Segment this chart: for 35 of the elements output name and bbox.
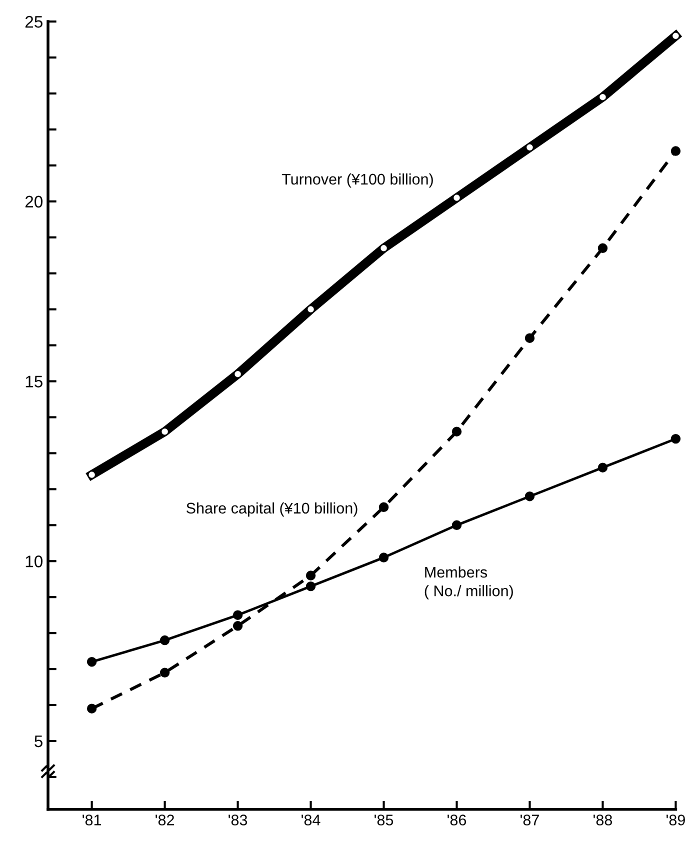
point bbox=[160, 635, 170, 646]
point bbox=[452, 520, 462, 530]
point bbox=[598, 462, 608, 472]
x-tick-label: '84 bbox=[302, 814, 320, 826]
x-tick-label: '86 bbox=[448, 814, 466, 826]
point bbox=[232, 610, 243, 620]
point bbox=[86, 656, 97, 667]
point bbox=[378, 552, 389, 562]
point bbox=[86, 704, 97, 714]
point bbox=[306, 570, 316, 580]
point bbox=[232, 621, 243, 631]
point bbox=[524, 492, 535, 502]
series-label: Share capital (¥10 billion) bbox=[186, 502, 358, 517]
x-tick-label: '89 bbox=[666, 814, 685, 826]
series-label: Members ( No./ million) bbox=[424, 566, 513, 600]
point bbox=[378, 502, 389, 512]
point bbox=[670, 434, 681, 444]
y-tick-label: 25 bbox=[25, 16, 42, 28]
x-tick-label: '85 bbox=[374, 814, 394, 826]
x-tick-label: '88 bbox=[594, 814, 612, 826]
y-tick-label: 5 bbox=[34, 736, 42, 748]
x-tick-label: '83 bbox=[228, 814, 248, 826]
point bbox=[306, 581, 316, 592]
series-label: Turnover (¥100 billion) bbox=[282, 173, 433, 188]
y-tick-label: 10 bbox=[26, 556, 43, 568]
y-tick-label: 15 bbox=[26, 376, 42, 388]
point bbox=[524, 333, 535, 343]
y-tick-label: 20 bbox=[25, 196, 43, 208]
point bbox=[160, 668, 170, 678]
point bbox=[452, 426, 462, 436]
x-tick-label: '82 bbox=[156, 814, 174, 826]
x-tick-label: '87 bbox=[520, 814, 539, 826]
x-tick-label: '81 bbox=[82, 814, 102, 826]
point bbox=[670, 146, 681, 156]
point bbox=[598, 243, 608, 254]
